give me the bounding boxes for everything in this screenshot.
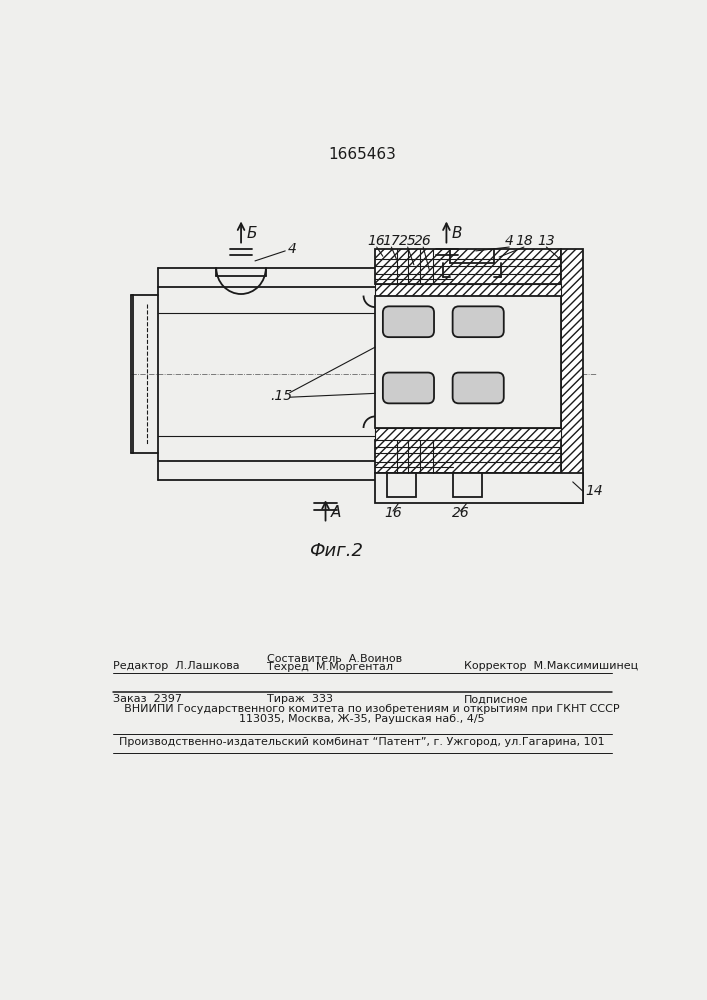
Text: 26: 26 bbox=[452, 506, 469, 520]
Text: 14: 14 bbox=[585, 484, 603, 498]
Text: Фиг.2: Фиг.2 bbox=[310, 542, 363, 560]
Text: .15: .15 bbox=[271, 389, 293, 403]
Text: 4: 4 bbox=[505, 234, 514, 248]
Bar bbox=[387, 473, 416, 497]
Text: Составитель  А.Воинов: Составитель А.Воинов bbox=[267, 654, 402, 664]
Text: 113035, Москва, Ж-35, Раушская наб., 4/5: 113035, Москва, Ж-35, Раушская наб., 4/5 bbox=[239, 714, 485, 724]
Bar bbox=[452, 473, 482, 497]
Bar bbox=[375, 284, 561, 296]
Text: ВНИИПИ Государственного комитета по изобретениям и открытиям при ГКНТ СССР: ВНИИПИ Государственного комитета по изоб… bbox=[113, 704, 620, 714]
Text: 16: 16 bbox=[368, 234, 385, 248]
Text: 4: 4 bbox=[288, 242, 296, 256]
FancyBboxPatch shape bbox=[452, 306, 504, 337]
Text: 25: 25 bbox=[399, 234, 416, 248]
Text: Подписное: Подписное bbox=[464, 694, 529, 704]
Text: 18: 18 bbox=[515, 234, 533, 248]
Text: 1665463: 1665463 bbox=[329, 147, 397, 162]
Bar bbox=[375, 473, 583, 503]
Text: Заказ  2397: Заказ 2397 bbox=[113, 694, 182, 704]
Text: 13: 13 bbox=[537, 234, 555, 248]
Text: В: В bbox=[452, 226, 462, 241]
Text: Корректор  М.Максимишинец: Корректор М.Максимишинец bbox=[464, 661, 638, 671]
Bar bbox=[561, 249, 583, 503]
Text: 26: 26 bbox=[414, 234, 432, 248]
Text: A: A bbox=[331, 505, 341, 520]
Text: Техред  М.Моргентал: Техред М.Моргентал bbox=[267, 662, 392, 672]
Bar bbox=[375, 440, 561, 473]
FancyBboxPatch shape bbox=[452, 373, 504, 403]
Bar bbox=[375, 249, 561, 284]
Text: Тираж  333: Тираж 333 bbox=[267, 694, 332, 704]
FancyBboxPatch shape bbox=[383, 373, 434, 403]
Text: Редактор  Л.Лашкова: Редактор Л.Лашкова bbox=[113, 661, 240, 671]
Bar bbox=[375, 296, 561, 428]
Text: Б: Б bbox=[247, 226, 257, 241]
Text: 17: 17 bbox=[382, 234, 400, 248]
Text: Производственно-издательский комбинат “Патент”, г. Ужгород, ул.Гагарина, 101: Производственно-издательский комбинат “П… bbox=[119, 737, 604, 747]
Text: 16: 16 bbox=[384, 506, 402, 520]
Bar bbox=[375, 428, 561, 440]
FancyBboxPatch shape bbox=[383, 306, 434, 337]
